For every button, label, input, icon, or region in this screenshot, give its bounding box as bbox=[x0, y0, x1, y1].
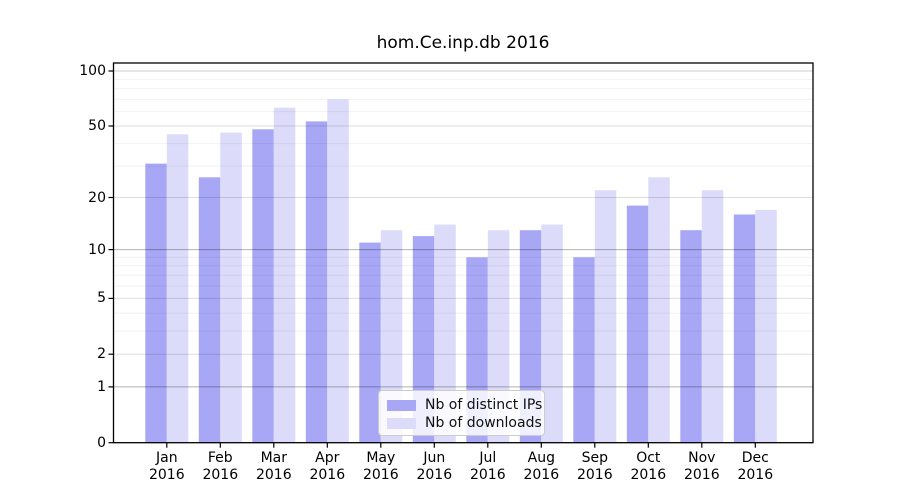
x-tick-label-aug: Aug 2016 bbox=[501, 450, 581, 484]
legend-swatch-distinct-ips bbox=[387, 399, 416, 411]
legend-label-downloads: Nb of downloads bbox=[425, 415, 542, 431]
bar-downloads-aug bbox=[541, 224, 563, 443]
x-tick-label-feb: Feb 2016 bbox=[180, 450, 260, 484]
bar-downloads-nov bbox=[701, 190, 724, 443]
x-tick-month: May bbox=[366, 450, 396, 466]
x-tick-label-jun: Jun 2016 bbox=[394, 450, 474, 484]
legend-item-distinct-ips: Nb of distinct IPs bbox=[387, 396, 544, 414]
x-tick-year: 2016 bbox=[202, 467, 239, 483]
x-tick-month: Nov bbox=[688, 450, 716, 466]
x-tick-label-may: May 2016 bbox=[341, 450, 421, 484]
bar-ips-aug bbox=[519, 230, 542, 443]
bar-ips-sep bbox=[573, 257, 595, 443]
x-tick-month: Apr bbox=[315, 450, 340, 466]
y-tick-label-2: 2 bbox=[97, 346, 106, 363]
plot-border bbox=[112, 62, 814, 444]
bar-ips-jan bbox=[145, 163, 167, 443]
y-tick-label-10: 10 bbox=[88, 241, 106, 258]
x-tick-month: Jun bbox=[423, 450, 446, 466]
bar-downloads-jul bbox=[487, 230, 510, 443]
x-tick-year: 2016 bbox=[630, 467, 667, 483]
y-tick-label-100: 100 bbox=[79, 63, 106, 79]
x-tick-year: 2016 bbox=[255, 467, 292, 483]
bar-ips-mar bbox=[252, 129, 274, 443]
x-tick-year: 2016 bbox=[576, 467, 613, 483]
x-tick-label-apr: Apr 2016 bbox=[287, 450, 367, 484]
x-tick-label-dec: Dec 2016 bbox=[715, 450, 795, 484]
x-tick-month: Feb bbox=[207, 450, 233, 466]
y-tick-label-5: 5 bbox=[97, 290, 106, 307]
x-tick-year: 2016 bbox=[309, 467, 346, 483]
bar-downloads-mar bbox=[273, 107, 296, 443]
bar-ips-dec bbox=[733, 214, 756, 443]
bar-ips-may bbox=[359, 242, 381, 443]
bar-ips-feb bbox=[198, 177, 221, 443]
x-tick-year: 2016 bbox=[469, 467, 506, 483]
x-tick-month: Jul bbox=[479, 450, 497, 466]
bar-downloads-sep bbox=[594, 190, 617, 443]
legend-label-distinct-ips: Nb of distinct IPs bbox=[425, 397, 543, 413]
bar-ips-apr bbox=[305, 121, 328, 443]
y-tick-label-50: 50 bbox=[88, 118, 106, 134]
bar-downloads-jan bbox=[166, 134, 189, 443]
y-tick-label-1: 1 bbox=[97, 378, 106, 395]
x-tick-label-jan: Jan 2016 bbox=[127, 450, 207, 484]
x-tick-month: Sep bbox=[581, 450, 608, 466]
x-tick-label-sep: Sep 2016 bbox=[555, 450, 635, 484]
x-tick-label-oct: Oct 2016 bbox=[608, 450, 688, 484]
x-tick-month: Dec bbox=[741, 450, 769, 466]
x-tick-month: Mar bbox=[260, 450, 287, 466]
x-tick-month: Aug bbox=[527, 450, 555, 466]
bar-ips-oct bbox=[626, 205, 649, 443]
x-tick-year: 2016 bbox=[523, 467, 560, 483]
y-tick-label-0: 0 bbox=[97, 434, 106, 451]
bar-downloads-feb bbox=[220, 132, 242, 443]
chart-title: hom.Ce.inp.db 2016 bbox=[376, 33, 550, 53]
bar-downloads-may bbox=[380, 230, 403, 443]
x-tick-year: 2016 bbox=[416, 467, 453, 483]
bar-downloads-jun bbox=[434, 224, 456, 443]
bar-downloads-oct bbox=[648, 177, 670, 443]
x-tick-label-nov: Nov 2016 bbox=[662, 450, 742, 484]
x-tick-label-jul: Jul 2016 bbox=[448, 450, 528, 484]
x-tick-month: Jan bbox=[156, 450, 178, 466]
bar-downloads-apr bbox=[327, 99, 349, 443]
x-tick-year: 2016 bbox=[362, 467, 399, 483]
legend: Nb of distinct IPs Nb of downloads bbox=[378, 390, 545, 436]
x-tick-label-mar: Mar 2016 bbox=[234, 450, 314, 484]
x-tick-year: 2016 bbox=[737, 467, 774, 483]
x-tick-month: Oct bbox=[636, 450, 661, 466]
bar-downloads-dec bbox=[755, 209, 777, 443]
legend-item-downloads: Nb of downloads bbox=[387, 414, 544, 432]
x-tick-year: 2016 bbox=[148, 467, 185, 483]
y-tick-label-20: 20 bbox=[88, 189, 106, 206]
x-tick-year: 2016 bbox=[683, 467, 720, 483]
legend-swatch-downloads bbox=[387, 417, 416, 429]
bar-ips-nov bbox=[680, 230, 702, 443]
